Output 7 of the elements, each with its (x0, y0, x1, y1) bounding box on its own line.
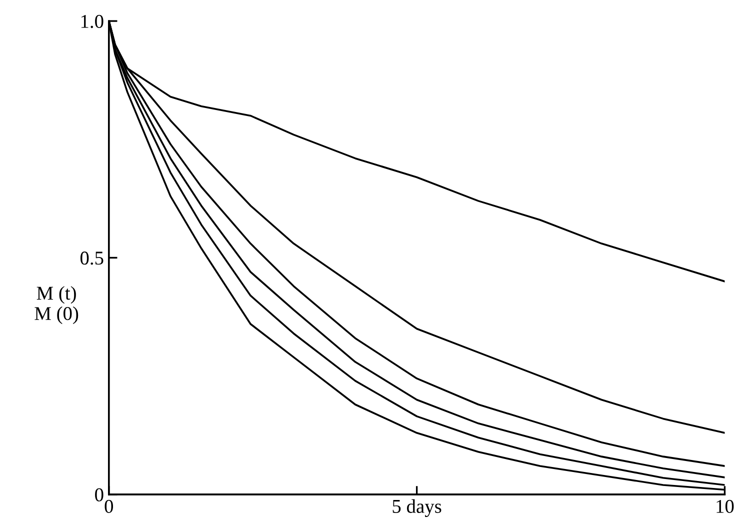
x-tick-label: 5 days (392, 499, 442, 517)
y-tick-label: 1.0 (81, 14, 104, 28)
y-axis-title: M (t) M (0) (34, 286, 78, 324)
x-tick-label: 0 (104, 500, 114, 513)
y-tick-label: 0 (95, 488, 104, 502)
y-tick-label: 0.5 (80, 252, 104, 265)
x-tick-label: 10 (716, 500, 734, 513)
